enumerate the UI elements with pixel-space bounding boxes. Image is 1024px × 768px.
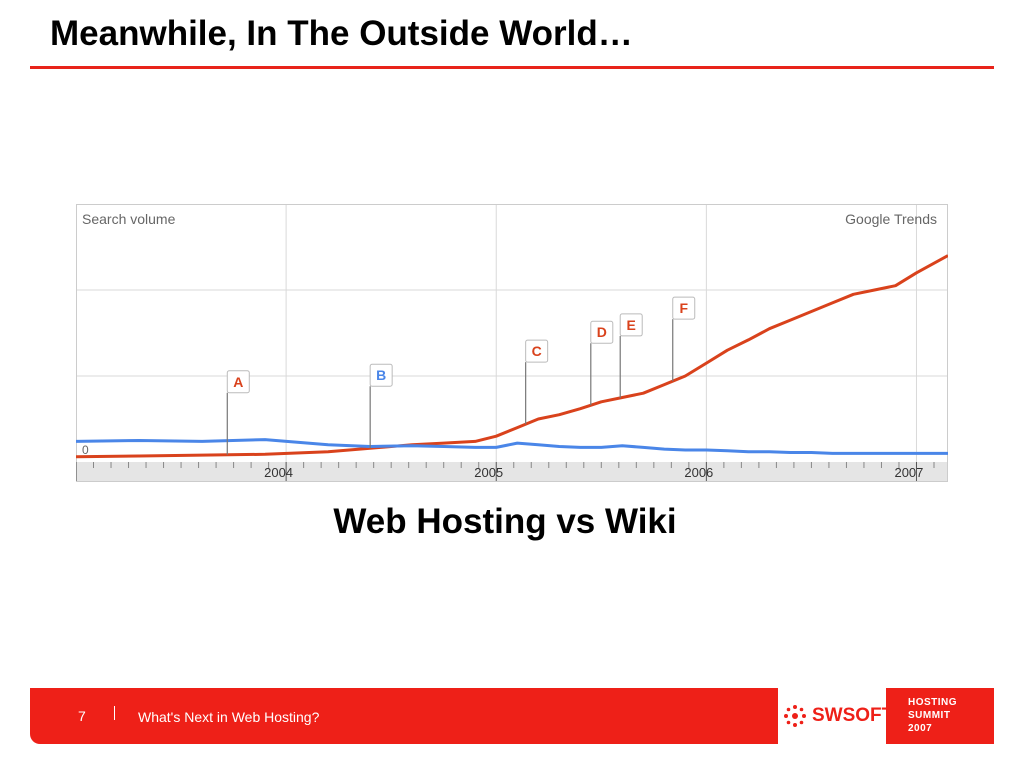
summit-line-2: SUMMIT [908, 710, 951, 721]
annotation-flag-d[interactable]: D [590, 320, 614, 406]
annotation-box [525, 339, 549, 363]
swsoft-logo-icon [784, 705, 806, 727]
hosting-summit-badge: HOSTING SUMMIT 2007 [886, 688, 994, 744]
annotation-box [590, 320, 614, 344]
annotation-letter: F [679, 300, 688, 316]
annotation-flag-f[interactable]: F [672, 296, 696, 382]
annotation-flag-c[interactable]: C [525, 339, 549, 425]
y-axis-label: Search volume [82, 211, 176, 227]
annotation-layer: A B C D E F [226, 296, 696, 455]
annotation-letter: A [233, 374, 243, 390]
footer-bar: 7 What's Next in Web Hosting? SWSOFT HOS… [30, 688, 994, 744]
trends-chart: 2004 2005 2006 2007 Search volume Google Tr… [76, 204, 948, 482]
annotation-box [672, 296, 696, 320]
footer-separator [114, 706, 115, 720]
annotation-box [226, 370, 250, 394]
swsoft-logo-text: SWSOFT [812, 705, 894, 726]
annotation-flag-b[interactable]: B [369, 363, 393, 449]
annotation-letter: B [376, 367, 386, 383]
annotation-letter: D [597, 324, 607, 340]
title-divider [30, 66, 994, 69]
annotation-letter: C [532, 343, 542, 359]
annotation-letter: E [627, 317, 636, 333]
y-tick-label-0: 0 [82, 443, 89, 457]
annotation-flag-e[interactable]: E [619, 313, 643, 398]
summit-line-3: 2007 [908, 723, 933, 734]
swsoft-logo: SWSOFT [782, 702, 894, 730]
chart-caption: Web Hosting vs Wiki [333, 502, 677, 541]
annotation-box [619, 313, 643, 337]
page-number: 7 [78, 708, 86, 724]
x-tick-label: 2005 [474, 465, 503, 480]
plot-background [76, 204, 948, 482]
annotation-box [369, 363, 393, 387]
tick-layer: 2004 2005 2006 2007 [76, 462, 935, 481]
chart-svg: 2004 2005 2006 2007 Search volume Google Tr… [76, 204, 948, 482]
x-tick-label: 2006 [684, 465, 713, 480]
x-tick-label: 2004 [264, 465, 293, 480]
footer-text: What's Next in Web Hosting? [138, 709, 320, 725]
annotation-flag-a[interactable]: A [226, 370, 250, 455]
source-label: Google Trends [845, 211, 937, 227]
x-axis-band [77, 462, 947, 481]
summit-line-1: HOSTING [908, 697, 958, 708]
x-tick-label: 2007 [894, 465, 923, 480]
grid-layer [77, 205, 947, 462]
slide-title: Meanwhile, In The Outside World… [50, 14, 633, 53]
